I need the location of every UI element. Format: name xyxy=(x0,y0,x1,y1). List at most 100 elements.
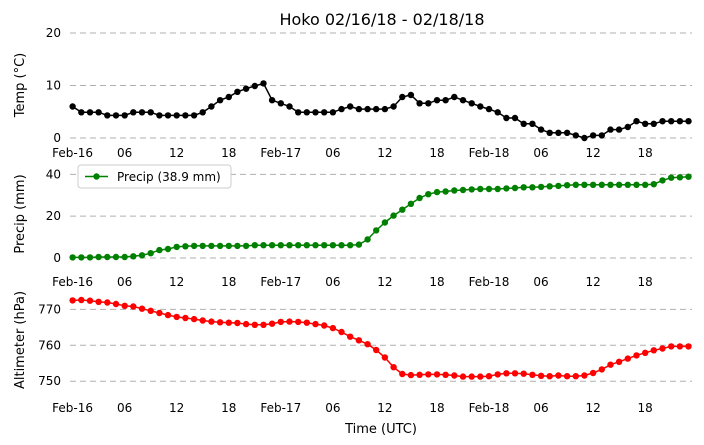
data-point-3-58 xyxy=(572,373,579,380)
x-tick-label-1-2: 12 xyxy=(169,146,184,160)
data-point-2-15 xyxy=(199,242,206,250)
series-line-1 xyxy=(72,82,689,139)
data-point-1-62 xyxy=(607,126,614,133)
y-tick-label-1-0: 0 xyxy=(53,131,61,145)
data-point-1-25 xyxy=(286,103,293,110)
data-point-1-61 xyxy=(598,132,605,139)
data-point-3-71 xyxy=(685,343,692,350)
data-point-1-22 xyxy=(260,80,267,87)
data-point-2-3 xyxy=(95,253,102,261)
x-tick-label-3-11: 18 xyxy=(638,401,653,415)
data-point-2-21 xyxy=(251,242,258,249)
data-point-1-28 xyxy=(312,109,319,116)
data-point-1-9 xyxy=(147,109,154,116)
data-point-2-67 xyxy=(650,181,657,188)
data-point-3-48 xyxy=(485,373,493,380)
data-point-3-25 xyxy=(286,318,293,325)
data-point-3-26 xyxy=(295,318,302,326)
x-tick-label-1-4: Feb-17 xyxy=(260,146,301,160)
data-point-1-18 xyxy=(225,93,232,101)
data-point-2-29 xyxy=(321,242,328,249)
data-point-1-15 xyxy=(199,109,206,116)
data-point-3-36 xyxy=(381,354,389,361)
data-point-2-51 xyxy=(511,184,519,192)
data-point-2-9 xyxy=(147,250,154,257)
data-point-2-32 xyxy=(347,242,354,249)
x-tick-label-2-9: 06 xyxy=(533,275,548,289)
panel-2: 0 20 40 Precip (mm) Feb-16 06 12 18 Feb-17 06 12 18… xyxy=(13,167,692,289)
data-point-1-20 xyxy=(242,85,250,92)
data-point-2-20 xyxy=(242,242,250,250)
data-point-1-55 xyxy=(546,129,553,136)
data-point-3-20 xyxy=(242,320,250,328)
data-point-1-19 xyxy=(234,88,241,96)
data-point-2-71 xyxy=(685,173,692,180)
data-point-3-18 xyxy=(225,319,232,326)
data-point-2-46 xyxy=(468,186,475,193)
x-tick-label-3-7: 18 xyxy=(429,401,444,415)
data-point-2-8 xyxy=(138,252,146,259)
data-point-2-31 xyxy=(338,242,345,249)
data-point-3-68 xyxy=(659,345,666,352)
data-point-3-8 xyxy=(138,305,146,312)
chart-title: Hoko 02/16/18 - 02/18/18 xyxy=(279,10,484,29)
data-point-3-27 xyxy=(303,319,310,326)
data-point-2-54 xyxy=(537,183,545,191)
data-point-3-59 xyxy=(581,372,588,379)
data-point-2-68 xyxy=(659,177,666,184)
x-tick-label-3-3: 18 xyxy=(221,401,236,415)
panel-3: 750 760 770 Altimeter (hPa) Feb-16 06 12 18 Feb-… xyxy=(13,291,692,415)
y-tick-label-2-40: 40 xyxy=(46,167,61,181)
series-line-3 xyxy=(72,299,689,378)
data-point-3-13 xyxy=(182,314,189,322)
data-point-2-62 xyxy=(607,181,614,188)
data-point-2-70 xyxy=(676,174,684,181)
data-point-1-0 xyxy=(69,103,76,110)
x-tick-label-2-1: 06 xyxy=(117,275,132,289)
x-tick-label-3-6: 12 xyxy=(377,401,392,415)
y-axis-label-3: Altimeter (hPa) xyxy=(13,291,28,389)
data-point-1-27 xyxy=(303,109,310,116)
data-point-1-14 xyxy=(190,112,198,119)
data-point-3-6 xyxy=(121,302,128,309)
data-point-3-56 xyxy=(555,372,562,379)
legend-label: Precip (38.9 mm) xyxy=(117,170,221,184)
data-point-3-45 xyxy=(459,373,467,380)
data-point-3-35 xyxy=(373,346,380,354)
data-point-3-51 xyxy=(511,370,519,377)
data-point-2-12 xyxy=(173,243,180,251)
data-point-1-40 xyxy=(416,100,423,107)
x-tick-label-2-10: 12 xyxy=(585,275,600,289)
data-point-3-32 xyxy=(347,333,354,340)
data-point-2-59 xyxy=(581,181,588,188)
data-point-2-65 xyxy=(633,181,640,188)
data-point-1-71 xyxy=(685,118,692,125)
data-point-2-14 xyxy=(190,242,198,250)
data-point-3-22 xyxy=(260,321,267,328)
x-tick-label-2-3: 18 xyxy=(221,275,236,289)
data-point-1-33 xyxy=(355,105,363,113)
data-point-3-60 xyxy=(589,369,597,377)
x-tick-label-1-10: 12 xyxy=(585,146,600,160)
data-point-1-6 xyxy=(121,112,128,119)
data-point-2-18 xyxy=(225,242,232,250)
data-point-3-42 xyxy=(433,371,441,378)
data-point-1-8 xyxy=(138,109,146,116)
data-point-2-60 xyxy=(589,181,597,188)
data-point-1-29 xyxy=(321,109,328,116)
data-point-3-30 xyxy=(329,324,337,332)
x-tick-label-3-4: Feb-17 xyxy=(260,401,301,415)
data-point-3-16 xyxy=(208,318,215,325)
data-point-3-54 xyxy=(537,372,545,379)
data-point-2-13 xyxy=(182,243,189,250)
data-point-2-17 xyxy=(216,242,224,250)
data-point-1-39 xyxy=(407,91,415,99)
data-point-2-25 xyxy=(286,242,293,249)
data-point-2-44 xyxy=(451,187,458,194)
data-point-2-48 xyxy=(485,185,493,193)
data-point-1-47 xyxy=(477,103,484,110)
data-point-3-3 xyxy=(95,298,102,305)
data-point-1-68 xyxy=(659,118,666,125)
data-point-1-69 xyxy=(668,118,675,125)
data-point-2-66 xyxy=(642,181,649,188)
